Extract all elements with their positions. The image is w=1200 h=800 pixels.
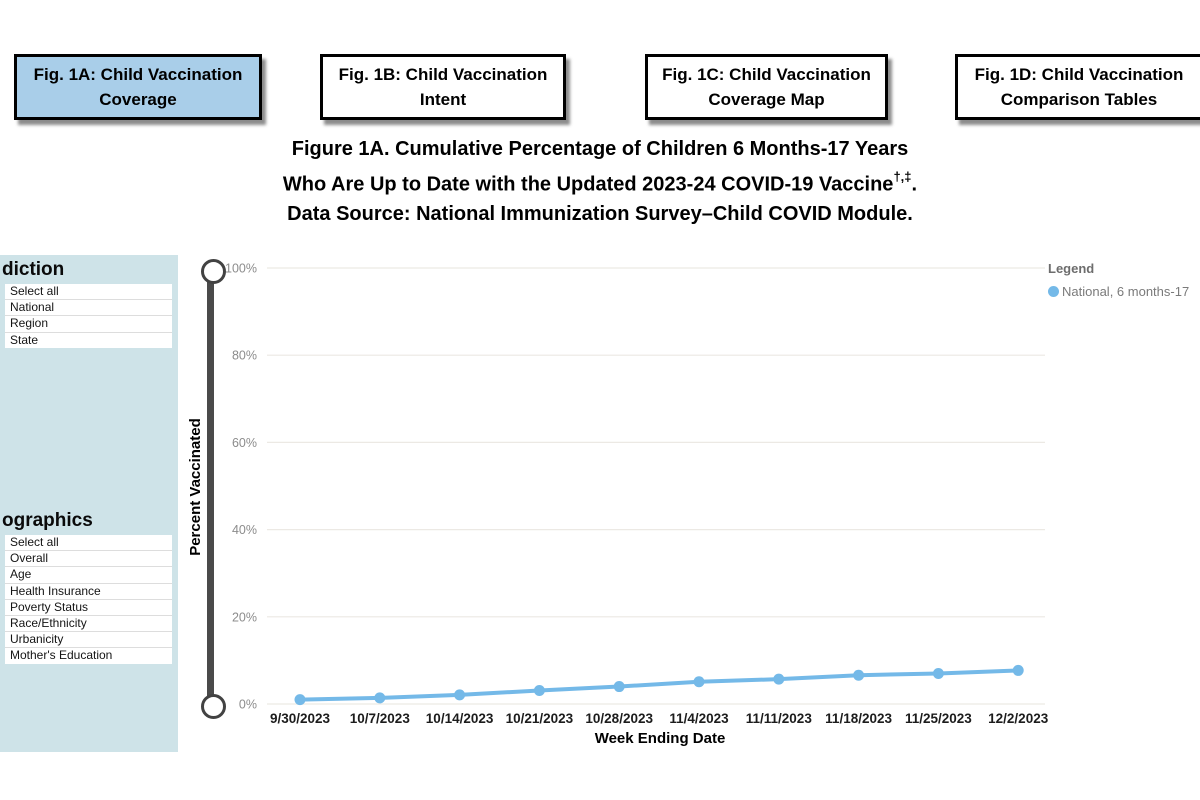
demographics-option[interactable]: Poverty Status [5,600,172,616]
data-point[interactable] [294,694,306,706]
x-tick-label: 11/18/2023 [825,711,892,726]
x-tick-label: 10/28/2023 [585,711,653,726]
jurisdiction-listbox[interactable]: Select all National Region State [5,284,172,348]
demographics-section: ographics Select all Overall Age Health Ins… [0,508,178,664]
x-tick-label: 12/2/2023 [988,711,1049,726]
x-tick-label: 10/7/2023 [350,711,411,726]
data-point[interactable] [533,684,545,696]
y-axis-range-slider-handle-bottom[interactable] [201,694,226,719]
x-tick-label: 10/14/2023 [426,711,494,726]
demographics-option[interactable]: Age [5,567,172,584]
filter-sidebar: diction Select all National Region State og… [0,255,178,752]
demographics-option[interactable]: Select all [5,535,172,552]
data-point[interactable] [613,681,625,693]
jurisdiction-option[interactable]: Select all [5,284,172,301]
demographics-heading: ographics [2,510,93,531]
data-point[interactable] [773,673,785,685]
figure-title-line2: Who Are Up to Date with the Updated 2023… [282,169,918,196]
legend-title: Legend [1048,261,1095,276]
legend-series-dot [1048,286,1059,297]
data-point[interactable] [853,669,865,681]
tab-fig-1c-child-vaccination-coverage-map[interactable]: Fig. 1C: Child Vaccination Coverage Map [645,54,888,120]
footnote-markers: †,‡ [893,169,912,184]
jurisdiction-option[interactable]: State [10,332,39,347]
y-tick-label: 20% [232,610,257,624]
y-tick-label: 40% [232,523,257,537]
data-point[interactable] [454,689,466,701]
demographics-option[interactable]: Mother's Education [10,648,113,663]
y-tick-label: 100% [225,262,257,276]
demographics-option[interactable]: Overall [5,551,172,568]
y-tick-label: 60% [232,436,257,450]
jurisdiction-option[interactable]: National [5,300,172,317]
data-point[interactable] [932,667,944,679]
x-tick-label: 11/11/2023 [746,711,813,726]
x-tick-label: 11/4/2023 [669,711,729,726]
data-point[interactable] [693,676,705,688]
data-point[interactable] [374,692,386,704]
tab-fig-1b-child-vaccination-intent[interactable]: Fig. 1B: Child Vaccination Intent [320,54,566,120]
demographics-listbox[interactable]: Select all Overall Age Health Insurance Pove… [5,535,172,664]
demographics-option[interactable]: Race/Ethnicity [5,616,172,633]
x-tick-label: 9/30/2023 [270,711,331,726]
demographics-option[interactable]: Urbanicity [5,632,172,649]
trend-line [298,668,1021,702]
jurisdiction-heading: diction [2,259,65,280]
data-point[interactable] [1012,664,1024,676]
figure-title: Figure 1A. Cumulative Percentage of Chil… [150,135,1050,229]
y-tick-label: 80% [232,349,257,363]
y-tick-label: 0% [239,698,257,712]
tab-fig-1d-child-vaccination-comparison-tables[interactable]: Fig. 1D: Child Vaccination Comparison Ta… [955,54,1200,120]
jurisdiction-option[interactable]: Region [5,316,172,333]
figure-title-line1: Figure 1A. Cumulative Percentage of Chil… [291,138,909,160]
figure-data-source: Data Source: National Immunization Surve… [287,202,913,225]
x-tick-label: 11/25/2023 [905,711,972,726]
jurisdiction-section: diction Select all National Region State [0,257,178,348]
demographics-option[interactable]: Health Insurance [5,584,172,600]
chart-legend: Legend National, 6 months-17 [1048,261,1200,299]
x-axis-title: Week Ending Date [594,730,726,747]
y-axis-range-slider-track[interactable] [207,269,214,704]
legend-item-national[interactable]: National, 6 months-17 [1048,284,1200,299]
y-axis-range-slider-handle-top[interactable] [201,259,226,284]
x-tick-label: 10/21/2023 [506,711,574,726]
legend-series-label: National, 6 months-17 [1062,284,1190,299]
tab-fig-1a-child-vaccination-coverage[interactable]: Fig. 1A: Child Vaccination Coverage [14,54,262,120]
